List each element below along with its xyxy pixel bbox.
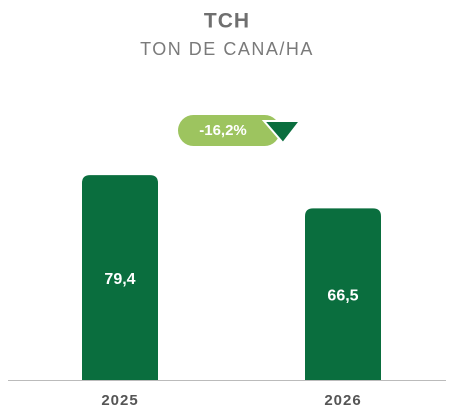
bar bbox=[305, 208, 381, 380]
down-arrow bbox=[261, 120, 303, 145]
x-tick-label: 2026 bbox=[324, 392, 361, 407]
x-tick-label: 2025 bbox=[101, 392, 138, 407]
value-label: 79,4 bbox=[104, 271, 135, 288]
bar bbox=[82, 175, 158, 380]
annotation: -16,2% bbox=[199, 122, 247, 139]
badge-pill bbox=[178, 115, 280, 146]
chart-title: TCH bbox=[204, 10, 250, 33]
value-label: 66,5 bbox=[327, 287, 358, 304]
chart-subtitle: TON DE CANA/HA bbox=[140, 39, 314, 59]
change-badge: -16,2% bbox=[178, 115, 303, 146]
